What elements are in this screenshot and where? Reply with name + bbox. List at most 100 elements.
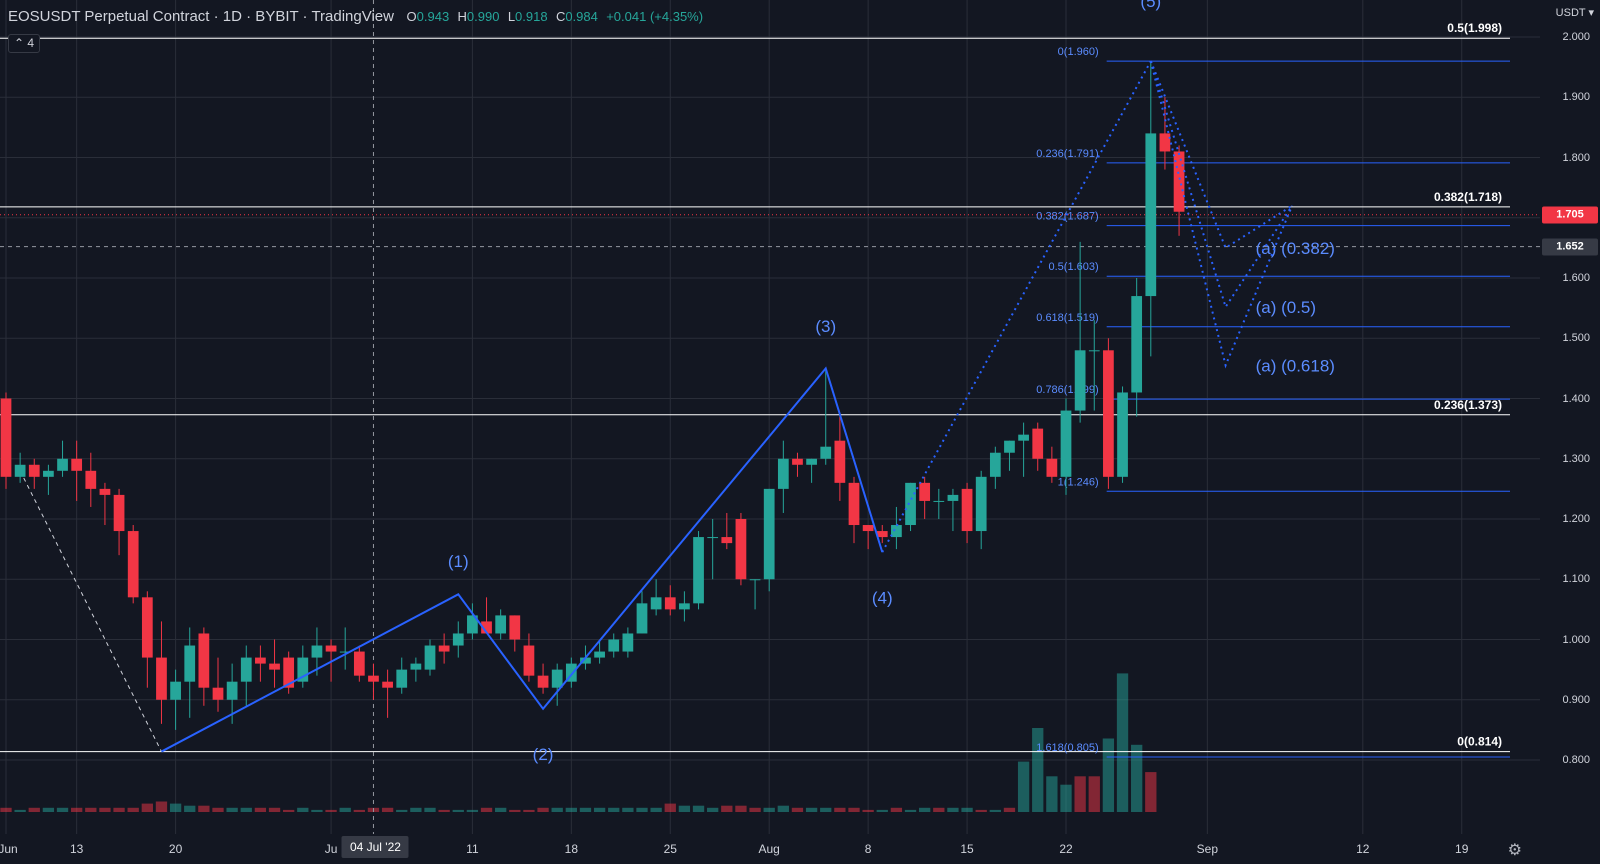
gear-icon[interactable]: ⚙ [1507, 842, 1522, 859]
candle-body [170, 681, 181, 700]
close-value: 0.984 [565, 9, 598, 24]
time-tick-label: 19 [1455, 842, 1469, 856]
candle-body [1032, 428, 1044, 459]
price-tick-label: 1.600 [1562, 272, 1590, 284]
candle-body [353, 651, 365, 676]
high-value: 0.990 [466, 9, 500, 24]
price-tick-label: 2.000 [1562, 31, 1590, 43]
fib-level-label: 1(1.246) [1058, 476, 1099, 488]
volume-bar [1032, 728, 1044, 812]
volume-bar [325, 809, 337, 812]
candle-body [989, 452, 1001, 477]
volume-bar [452, 809, 464, 812]
candle-body [1074, 350, 1086, 411]
volume-bar [848, 807, 860, 812]
candle-body [113, 494, 125, 532]
candle-body [622, 633, 634, 652]
volume-bar [127, 807, 139, 812]
candle-body [876, 531, 888, 538]
candle-body [240, 657, 252, 682]
horizontal-level-label: 0.5(1.998) [1447, 21, 1502, 35]
time-tick-label: 25 [663, 842, 677, 856]
chart-pane[interactable]: 0.5(1.998) 0.382(1.718) 0.236(1.373) 0(0.81… [0, 0, 1540, 834]
candle-body [792, 458, 803, 465]
volume-bar [396, 809, 408, 812]
candle-body [580, 657, 591, 664]
candle-body [297, 657, 309, 682]
time-tick-label: Aug [758, 842, 780, 856]
time-tick-label: 22 [1059, 842, 1073, 856]
volume-bar [834, 807, 846, 812]
fib-level-label: 0.786(1.399) [1036, 384, 1098, 396]
projection-label: (a) (0.5) [1256, 298, 1316, 317]
candle-body [99, 488, 111, 495]
candle-body [594, 651, 605, 658]
projection-path [1149, 60, 1293, 250]
price-scale[interactable]: USDT ▾ 2.0001.9001.8001.7001.6001.5001.4… [1540, 0, 1600, 864]
candle-body [777, 458, 789, 489]
volume-bar [707, 807, 719, 812]
time-tick-label: 20 [168, 842, 183, 856]
candle-body [862, 525, 874, 532]
candle-body [1060, 410, 1072, 477]
price-tick-label: 1.200 [1562, 513, 1590, 525]
candle-body [184, 645, 196, 682]
volume-bar [85, 807, 97, 812]
volume-bar [240, 807, 252, 812]
volume-bar [537, 807, 549, 812]
candle-body [820, 446, 832, 459]
candle-body [650, 597, 662, 610]
volume-bar [141, 803, 153, 812]
volume-bar [961, 807, 973, 812]
candle-body [537, 675, 549, 688]
candle-body [1145, 133, 1157, 297]
volume-bar [28, 807, 40, 812]
candlestick-chart[interactable]: 0.5(1.998) 0.382(1.718) 0.236(1.373) 0(0.81… [0, 0, 1540, 834]
candle-body [1159, 133, 1171, 152]
fib-level-label: 0(1.960) [1058, 46, 1099, 58]
volume-bar [1116, 673, 1129, 812]
volume-bar [0, 807, 12, 812]
candle-body [834, 440, 846, 483]
candle-body [127, 531, 139, 598]
time-scale[interactable]: ⚙ Jun 13 20 Ju 11 18 25 Aug 8 15 22 Sep 12 19 04 Jul '… [0, 834, 1540, 864]
volume-bar [480, 807, 493, 812]
close-key: C [555, 9, 566, 24]
time-tick-label: Sep [1196, 842, 1219, 856]
price-tick-label: 0.800 [1562, 754, 1590, 766]
volume-bar [198, 805, 210, 812]
volume-bar [664, 803, 676, 812]
volume-bar [99, 807, 111, 812]
candle-body [947, 494, 959, 501]
volume-bar [424, 807, 436, 812]
last-price-tag: 1.705 [1542, 206, 1598, 224]
trend-line-dashed [19, 470, 162, 752]
volume-bar [297, 807, 309, 812]
volume-bar [622, 807, 634, 812]
candle-body [311, 645, 323, 658]
volume-bar [254, 807, 267, 812]
volume-bar [876, 809, 888, 812]
projection-path [1149, 60, 1294, 369]
volume-bar [1017, 761, 1030, 812]
candle-body [1173, 151, 1185, 212]
volume-bar [466, 809, 479, 812]
wave-label: (5) [1140, 0, 1161, 11]
candle-body [749, 579, 761, 581]
volume-bar [1003, 807, 1016, 812]
candle-body [339, 651, 351, 653]
candle-body [608, 639, 620, 652]
currency-selector[interactable]: USDT ▾ [1555, 7, 1594, 19]
volume-bar [678, 805, 691, 812]
elliott-wave-line [160, 366, 884, 753]
candle-body [679, 603, 690, 610]
wave-label: (4) [872, 588, 893, 607]
open-value: 0.943 [416, 9, 450, 24]
volume-bar [1074, 776, 1086, 812]
candle-body [71, 458, 83, 471]
symbol-title[interactable]: EOSUSDT Perpetual Contract · 1D · BYBIT … [8, 8, 394, 25]
indicator-count: 4 [27, 36, 35, 50]
projection-label: (a) (0.618) [1256, 356, 1335, 375]
indicators-toggle[interactable]: ⌃ 4 [8, 34, 41, 53]
crosshair-date-tag: 04 Jul '22 [341, 836, 409, 858]
